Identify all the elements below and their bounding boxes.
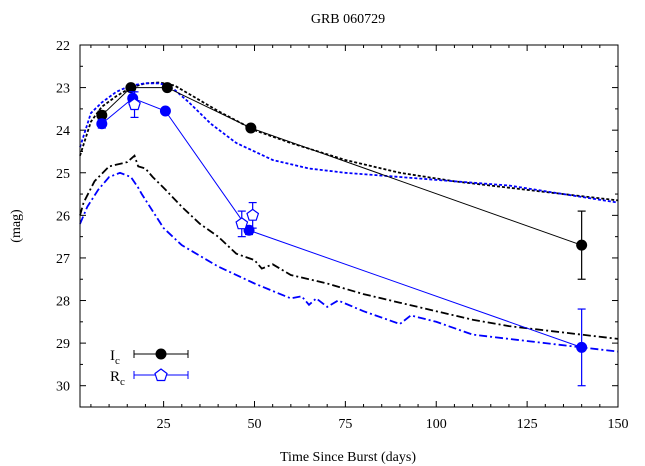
- x-tick-label: 150: [608, 417, 629, 432]
- x-tick-label: 75: [338, 417, 352, 432]
- y-tick-label: 28: [56, 295, 70, 310]
- legend-label-ic: Ic: [110, 348, 120, 367]
- y-tick-label: 24: [56, 124, 70, 139]
- x-axis-label: Time Since Burst (days): [280, 450, 416, 465]
- y-tick-label: 27: [56, 252, 70, 267]
- data-point: [96, 109, 108, 121]
- x-tick-label: 50: [247, 417, 261, 432]
- legend-marker-rc: [154, 368, 168, 382]
- data-point: [96, 118, 108, 130]
- y-tick-label: 29: [56, 337, 70, 352]
- legend-entry-ic: Ic: [110, 348, 189, 367]
- data-point: [159, 105, 171, 117]
- x-tick-label: 125: [517, 417, 538, 432]
- x-tick-label: 25: [157, 417, 171, 432]
- data-series: [96, 82, 588, 387]
- y-tick-label: 23: [56, 82, 70, 97]
- series-1: [96, 82, 588, 280]
- data-point: [246, 208, 260, 221]
- y-tick-label: 25: [56, 167, 70, 182]
- y-tick-label: 22: [56, 39, 70, 54]
- data-point: [245, 122, 257, 134]
- legend: Ic Rc: [110, 348, 189, 388]
- model-curve-3: [79, 154, 619, 340]
- x-tick-label: 100: [426, 417, 447, 432]
- data-point: [125, 82, 137, 94]
- model-curve-4: [79, 171, 619, 353]
- y-tick-label: 30: [56, 380, 70, 395]
- plot-frame: [79, 44, 619, 408]
- model-curves: [79, 81, 619, 353]
- data-point: [576, 341, 588, 353]
- data-point: [576, 239, 588, 251]
- data-point: [161, 82, 173, 94]
- series-3: [128, 91, 260, 238]
- chart-title: GRB 060729: [311, 12, 385, 27]
- y-axis-label: (mag): [9, 209, 24, 243]
- legend-label-rc: Rc: [110, 369, 125, 388]
- series-2: [96, 91, 588, 387]
- model-curve-2: [79, 82, 619, 204]
- model-curve-1: [79, 81, 619, 202]
- data-point: [235, 217, 249, 230]
- data-point: [128, 97, 141, 111]
- y-tick-label: 26: [56, 209, 70, 224]
- legend-marker-ic: [155, 348, 167, 360]
- legend-entry-rc: Rc: [110, 368, 189, 388]
